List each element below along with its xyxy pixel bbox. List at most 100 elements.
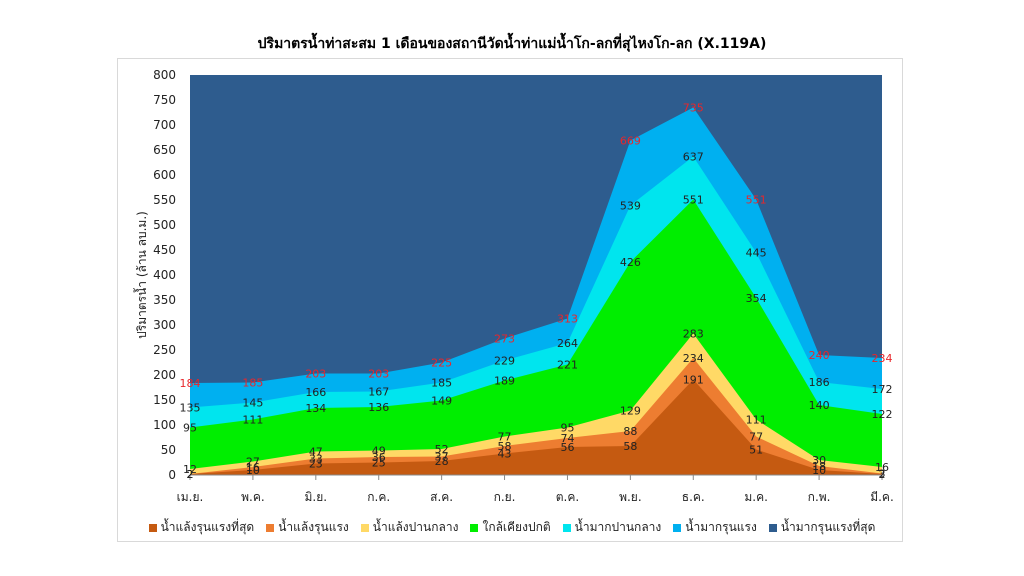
data-label: 77 [749,431,763,444]
y-tick-label: 350 [153,293,176,307]
data-label: 37 [435,451,449,464]
data-label: 51 [749,444,763,457]
x-tick-label: ธ.ค. [682,490,705,504]
data-label: 23 [309,458,323,471]
y-axis-label: ปริมาตรน้ำ (ล้าน ลบ.ม.) [133,211,149,339]
area-series-group [190,75,882,475]
data-label: 185 [242,377,263,390]
data-label: 149 [431,395,452,408]
x-tick-label: ก.ย. [494,490,516,504]
data-label: 134 [305,402,326,415]
data-label: 185 [431,377,452,390]
data-label: 426 [620,256,641,269]
data-label: 28 [435,455,449,468]
y-tick-label: 700 [153,118,176,132]
data-label: 229 [494,355,515,368]
data-label: 43 [498,448,512,461]
data-label: 539 [620,200,641,213]
data-label: 240 [809,349,830,362]
x-tick-label: ก.ค. [367,490,390,504]
x-tick-label: เม.ย. [177,490,204,504]
data-label: 30 [812,454,826,467]
y-tick-label: 300 [153,318,176,332]
data-label: 136 [368,401,389,414]
legend-swatch [360,523,369,532]
data-label: 186 [809,376,830,389]
legend-item: น้ำมากรุนแรง [673,518,757,537]
data-label: 551 [746,194,767,207]
data-label: 203 [305,368,326,381]
data-label: 10 [812,464,826,477]
data-label: 95 [183,422,197,435]
data-label: 2 [879,468,886,481]
y-tick-label: 150 [153,393,176,407]
data-label: 58 [498,440,512,453]
x-tick-label: มี.ค. [870,490,894,504]
y-tick-label: 50 [161,443,176,457]
data-label: 2 [187,468,194,481]
data-label: 129 [620,405,641,418]
legend-label: น้ำมากรุนแรง [685,520,757,534]
data-label: 27 [246,456,260,469]
x-tick-label: ก.พ. [808,490,831,504]
data-label: 221 [557,359,578,372]
data-label: 122 [872,408,893,421]
chart-title: ปริมาตรน้ำท่าสะสม 1 เดือนของสถานีวัดน้ำท… [257,36,767,52]
data-label: 735 [683,102,704,115]
data-label: 234 [872,352,893,365]
legend: น้ำแล้งรุนแรงที่สุด น้ำแล้งรุนแรง น้ำแล้งป… [0,518,1024,537]
y-tick-label: 450 [153,243,176,257]
data-label: 49 [372,445,386,458]
data-label: 16 [246,461,260,474]
y-tick-label: 400 [153,268,176,282]
data-label: 47 [309,446,323,459]
data-label: 234 [683,352,704,365]
y-tick-label: 550 [153,193,176,207]
data-label: 111 [242,414,263,427]
x-tick-label: พ.ย. [619,490,642,504]
data-label: 273 [494,333,515,346]
data-label: 25 [372,457,386,470]
data-label: 52 [435,443,449,456]
data-label: 637 [683,151,704,164]
chart-frame [117,58,903,542]
data-label: 88 [623,425,637,438]
data-label: 10 [246,464,260,477]
data-label: 145 [242,397,263,410]
y-tick-label: 500 [153,218,176,232]
data-label: 283 [683,328,704,341]
data-label: 203 [368,368,389,381]
x-tick-label: พ.ค. [241,490,265,504]
legend-item: น้ำแล้งรุนแรงที่สุด [148,518,254,537]
legend-swatch [562,523,571,532]
data-label: 313 [557,313,578,326]
axes-group: 0 50 100 150 200 250 300 350 400 450 500 550 600 650 7… [153,68,894,504]
data-label: 354 [746,292,767,305]
legend-item: น้ำแล้งรุนแรง [266,518,349,537]
x-tick-label: ม.ค. [744,490,768,504]
data-label: 36 [372,451,386,464]
y-tick-label: 200 [153,368,176,382]
data-label: 172 [872,383,893,396]
y-tick-label: 800 [153,68,176,82]
data-label: 95 [560,422,574,435]
data-label: 77 [498,431,512,444]
data-label: 2 [187,468,194,481]
data-label: 184 [180,377,201,390]
data-label: 135 [180,402,201,415]
legend-label: น้ำมากปานกลาง [574,520,662,534]
y-tick-label: 100 [153,418,176,432]
data-label: 264 [557,337,578,350]
legend-item: น้ำแล้งปานกลาง [360,518,458,537]
data-label: 3 [879,468,886,481]
legend-label: ใกล้เคียงปกติ [482,520,551,534]
data-label: 111 [746,414,767,427]
data-label: 551 [683,194,704,207]
data-label: 74 [560,432,574,445]
y-tick-label: 0 [168,468,176,482]
data-label: 18 [812,460,826,473]
data-label: 189 [494,375,515,388]
data-label: 58 [623,440,637,453]
area-series-0 [190,379,882,475]
